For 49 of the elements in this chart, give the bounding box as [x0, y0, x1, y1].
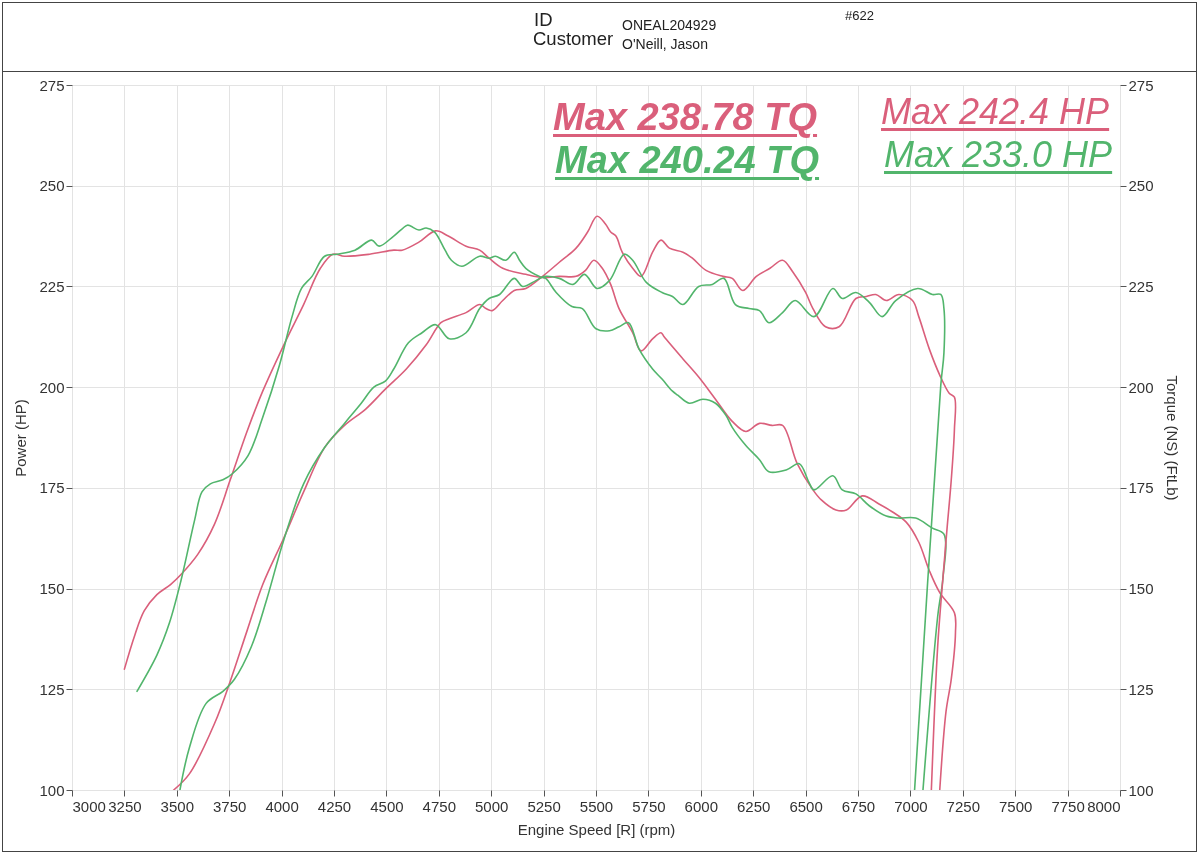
y2-tick-label: 225 — [1128, 277, 1154, 295]
y-tick-label: 250 — [39, 177, 65, 195]
y-tick-label: 175 — [39, 479, 65, 497]
y2-tick-label: 175 — [1128, 479, 1154, 497]
annotation: Max 238.78 TQ — [553, 96, 818, 138]
x-tick-label: 7000 — [894, 797, 928, 815]
x-tick-label: 4000 — [265, 797, 299, 815]
x-tick-label: 3250 — [108, 797, 142, 815]
y-tick-label: 275 — [39, 76, 65, 94]
annotation: Max 240.24 TQ — [555, 139, 820, 181]
y-tick-label: 100 — [39, 781, 65, 799]
x-tick-label: 6750 — [841, 797, 876, 815]
text: ID — [534, 9, 553, 30]
x-tick-label: 7250 — [946, 797, 980, 815]
x-tick-label: 6000 — [684, 797, 718, 815]
x-tick-label: 8000 — [1087, 797, 1121, 815]
x-tick-label: 6500 — [789, 797, 823, 815]
x-tick-label: 5000 — [475, 797, 509, 815]
x-tick-label: 4750 — [422, 797, 456, 815]
y2-tick-label: 275 — [1128, 76, 1154, 94]
text: #622 — [845, 8, 874, 23]
y-tick-label: 150 — [39, 580, 65, 598]
x-axis-title: Engine Speed [R] (rpm) — [517, 820, 676, 838]
annotation: Max 242.4 HP — [881, 91, 1110, 132]
y2-tick-label: 250 — [1128, 177, 1154, 195]
y2-axis-title: Torque (NS) (FtLb) — [1163, 375, 1181, 501]
text: ONEAL204929 — [622, 17, 717, 33]
x-tick-label: 7500 — [999, 797, 1033, 815]
x-tick-label: 4500 — [370, 797, 404, 815]
text: O'Neill, Jason — [622, 36, 708, 52]
y2-tick-label: 100 — [1128, 781, 1154, 799]
y-tick-label: 200 — [39, 378, 65, 396]
y-tick-label: 225 — [39, 277, 65, 295]
x-tick-label: 7750 — [1051, 797, 1085, 815]
x-tick-label: 6250 — [737, 797, 771, 815]
text: Customer — [533, 28, 614, 49]
y2-tick-label: 150 — [1128, 580, 1154, 598]
x-tick-label: 3750 — [213, 797, 247, 815]
x-tick-label: 4250 — [317, 797, 352, 815]
annotation: Max 233.0 HP — [884, 134, 1113, 175]
x-tick-label: 5250 — [527, 797, 561, 815]
x-tick-label: 5750 — [632, 797, 666, 815]
x-tick-label: 5500 — [579, 797, 614, 815]
x-tick-label: 3000 — [72, 797, 106, 815]
y-axis-title: Power (HP) — [12, 399, 30, 477]
y-tick-label: 125 — [39, 680, 65, 698]
y2-tick-label: 125 — [1128, 680, 1154, 698]
x-tick-label: 3500 — [160, 797, 194, 815]
y2-tick-label: 200 — [1128, 378, 1154, 396]
